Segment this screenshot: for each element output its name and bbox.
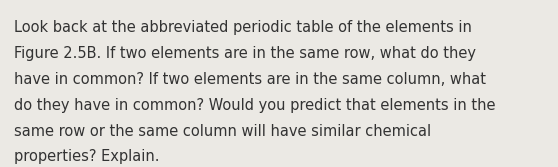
- Text: Look back at the abbreviated periodic table of the elements in: Look back at the abbreviated periodic ta…: [14, 20, 472, 35]
- Text: same row or the same column will have similar chemical: same row or the same column will have si…: [14, 124, 431, 139]
- Text: Figure 2.5B. If two elements are in the same row, what do they: Figure 2.5B. If two elements are in the …: [14, 46, 476, 61]
- Text: have in common? If two elements are in the same column, what: have in common? If two elements are in t…: [14, 72, 486, 87]
- Text: properties? Explain.: properties? Explain.: [14, 149, 160, 164]
- Text: do they have in common? Would you predict that elements in the: do they have in common? Would you predic…: [14, 98, 496, 113]
